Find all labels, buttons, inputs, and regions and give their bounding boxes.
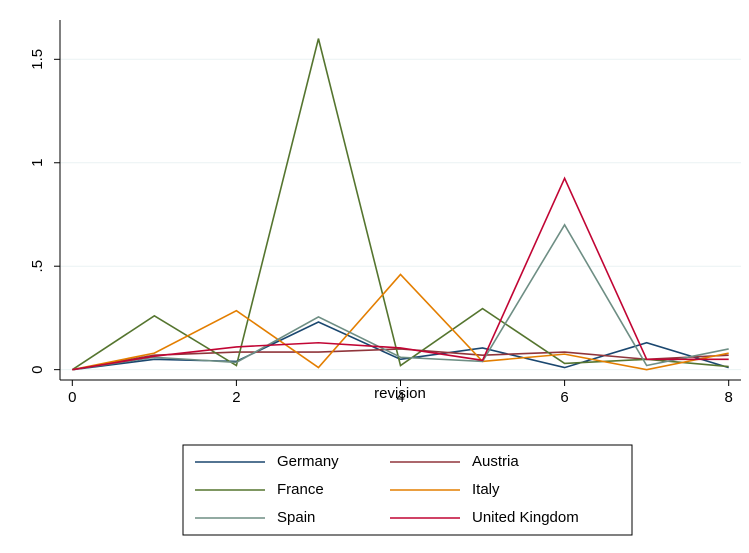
series-line (72, 273, 729, 371)
series-line (72, 348, 729, 371)
legend-label: United Kingdom (472, 509, 579, 526)
series-line (72, 176, 729, 371)
x-tick-label: 4 (396, 389, 404, 406)
series-line (72, 321, 729, 371)
series-line (71, 38, 729, 371)
y-tick-label: 0 (29, 365, 46, 373)
x-axis-label: revision (374, 385, 426, 402)
x-tick-label: 2 (232, 389, 240, 406)
legend-label: Austria (472, 453, 519, 470)
y-tick-label: 1 (29, 159, 46, 167)
legend-label: France (277, 481, 324, 498)
y-tick-label: .5 (29, 260, 46, 273)
y-tick-label: 1.5 (29, 49, 46, 70)
legend-label: Italy (472, 481, 500, 498)
x-tick-label: 0 (68, 389, 76, 406)
x-tick-label: 8 (725, 389, 733, 406)
series-line (72, 223, 729, 371)
x-tick-label: 6 (560, 389, 568, 406)
legend-label: Spain (277, 509, 315, 526)
legend-label: Germany (277, 453, 339, 470)
